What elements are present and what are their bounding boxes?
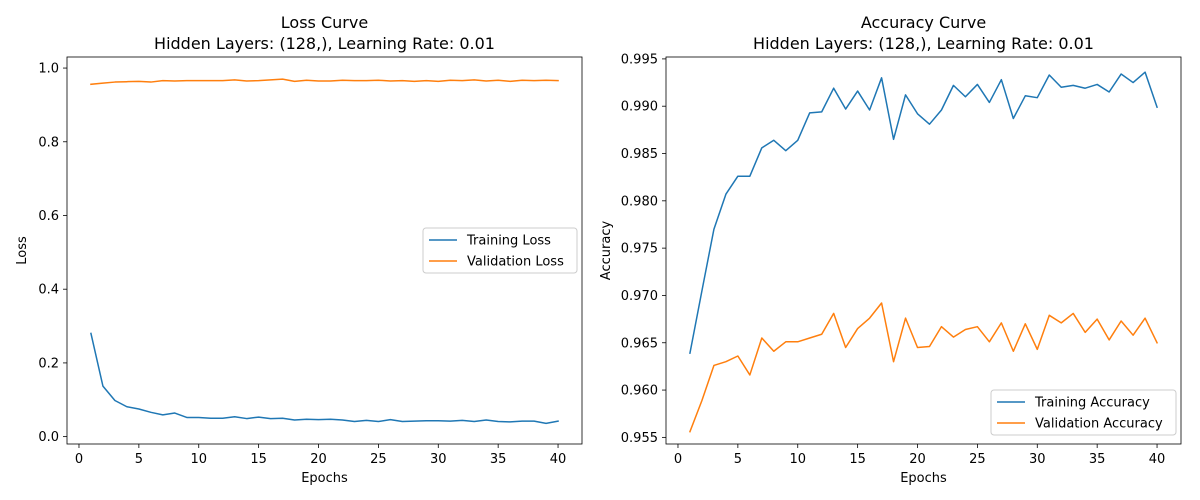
accuracy-y-tick-label: 0.965: [621, 336, 658, 351]
loss-y-tick-label: 1.0: [38, 62, 59, 77]
accuracy-y-tick-label: 0.955: [621, 431, 658, 446]
accuracy-y-tick-label: 0.980: [621, 194, 658, 209]
accuracy-y-tick-label: 0.975: [621, 242, 658, 257]
accuracy-x-tick-label: 0: [674, 452, 682, 467]
accuracy-x-tick-label: 10: [789, 452, 806, 467]
accuracy-y-tick-label: 0.990: [621, 100, 658, 115]
accuracy-legend-label-training: Training Accuracy: [1034, 396, 1150, 411]
loss-legend-label-training: Training Loss: [466, 234, 551, 249]
accuracy-x-tick-label: 35: [1089, 452, 1106, 467]
accuracy-y-tick-label: 0.985: [621, 147, 658, 162]
loss-x-tick-label: 10: [190, 452, 207, 467]
loss-y-tick-label: 0.0: [38, 430, 59, 445]
loss-chart-subtitle: Hidden Layers: (128,), Learning Rate: 0.…: [154, 34, 495, 53]
accuracy-x-tick-label: 25: [969, 452, 986, 467]
accuracy-x-tick-label: 40: [1149, 452, 1166, 467]
accuracy-y-tick-label: 0.970: [621, 289, 658, 304]
loss-legend: Training Loss Validation Loss: [422, 227, 578, 274]
loss-y-axis-label: Loss: [15, 236, 30, 265]
loss-chart: Loss Curve Hidden Layers: (128,), Learnin…: [15, 13, 583, 486]
loss-x-tick-label: 40: [550, 452, 567, 467]
loss-x-tick-label: 0: [75, 452, 83, 467]
loss-y-tick-label: 0.6: [38, 209, 59, 224]
accuracy-legend: Training Accuracy Validation Accuracy: [990, 389, 1177, 436]
loss-x-tick-label: 25: [370, 452, 387, 467]
accuracy-x-axis-label: Epochs: [900, 471, 947, 486]
loss-y-tick-label: 0.2: [38, 356, 59, 371]
accuracy-legend-label-validation: Validation Accuracy: [1035, 417, 1163, 432]
accuracy-chart-subtitle: Hidden Layers: (128,), Learning Rate: 0.…: [753, 34, 1094, 53]
loss-legend-box: [422, 227, 578, 274]
loss-chart-title: Loss Curve: [281, 13, 368, 32]
accuracy-x-tick-label: 5: [734, 452, 742, 467]
accuracy-x-tick-label: 30: [1029, 452, 1046, 467]
accuracy-plot-frame: [665, 56, 1182, 445]
accuracy-y-tick-label: 0.995: [621, 52, 658, 67]
loss-series-line-validation: [90, 78, 559, 86]
loss-x-tick-label: 20: [310, 452, 327, 467]
loss-x-tick-label: 30: [430, 452, 447, 467]
loss-series-line-training: [90, 332, 559, 425]
loss-y-tick-label: 0.8: [38, 135, 59, 150]
accuracy-legend-box: [990, 389, 1177, 436]
loss-y-tick-label: 0.4: [38, 283, 59, 298]
accuracy-series-line-training: [689, 71, 1159, 355]
loss-x-tick-label: 35: [490, 452, 507, 467]
accuracy-y-tick-label: 0.960: [621, 384, 658, 399]
accuracy-x-tick-label: 20: [909, 452, 926, 467]
loss-x-tick-label: 5: [135, 452, 143, 467]
accuracy-series-line-validation: [688, 302, 1159, 433]
accuracy-x-tick-label: 15: [849, 452, 866, 467]
loss-legend-label-validation: Validation Loss: [467, 255, 564, 270]
loss-x-axis-label: Epochs: [301, 471, 348, 486]
loss-plot-frame: [66, 56, 583, 445]
accuracy-y-axis-label: Accuracy: [599, 221, 614, 281]
loss-x-tick-label: 15: [250, 452, 267, 467]
accuracy-chart: Accuracy Curve Hidden Layers: (128,), Lea…: [599, 13, 1182, 486]
accuracy-chart-title: Accuracy Curve: [861, 13, 986, 32]
